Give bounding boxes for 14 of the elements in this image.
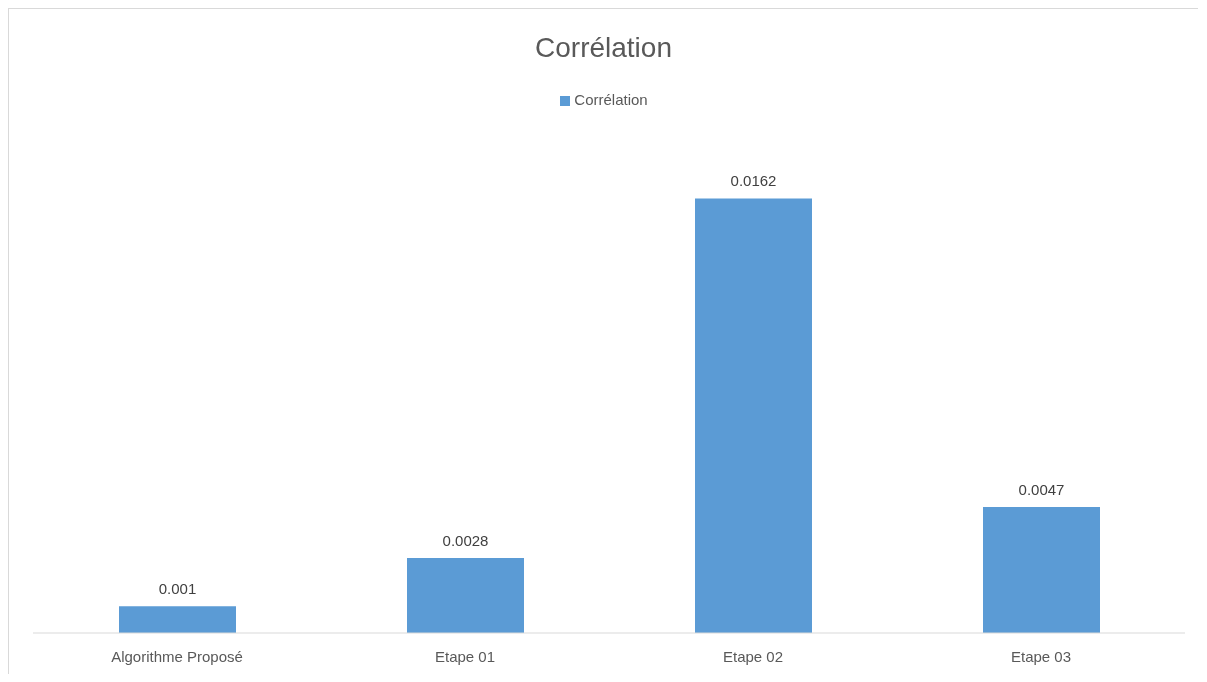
x-tick-label: Algorithme Proposé [111, 647, 243, 665]
data-label: 0.001 [158, 580, 197, 598]
bar [407, 557, 524, 633]
chart-title: Corrélation [534, 31, 673, 65]
bar [119, 606, 236, 633]
bar [983, 506, 1100, 633]
bar [695, 198, 812, 633]
data-label: 0.0047 [1018, 480, 1065, 498]
legend-label: Corrélation [574, 91, 648, 108]
x-tick-label: Etape 03 [1010, 647, 1072, 665]
data-label: 0.0028 [442, 531, 489, 549]
x-tick-label: Etape 01 [434, 647, 496, 665]
x-tick-label: Etape 02 [722, 647, 784, 665]
data-label: 0.0162 [730, 172, 777, 190]
